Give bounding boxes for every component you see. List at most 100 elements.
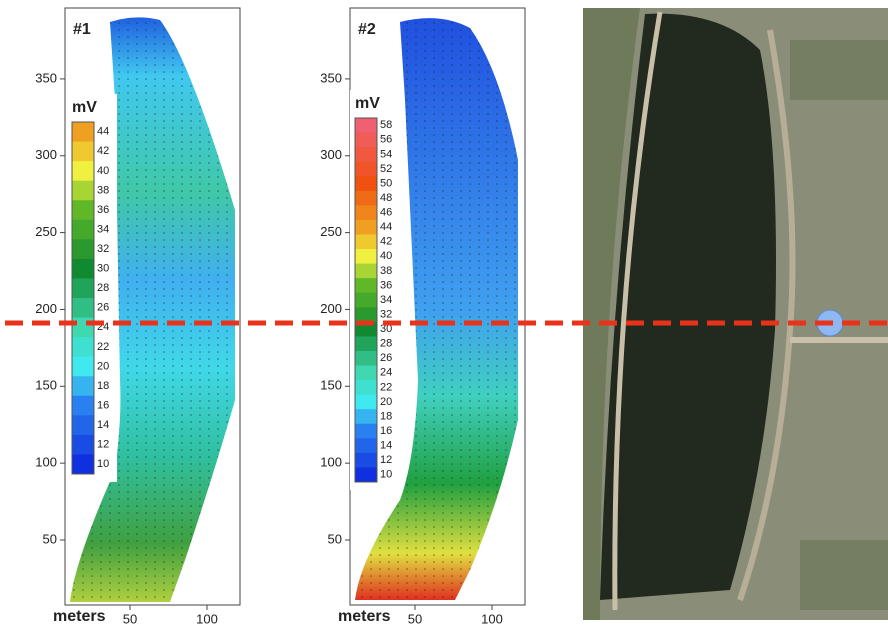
colorbar-tick-label: 32 [97,243,109,255]
colorbar-cell [355,409,377,425]
colorbar-cell [355,292,377,308]
y-tick-label: 200 [35,301,57,316]
colorbar-tick-label: 20 [97,360,109,372]
colorbar-tick-label: 12 [380,454,392,466]
colorbar-tick-label: 28 [380,338,392,350]
colorbar-tick-label: 40 [97,165,109,177]
y-tick-label: 150 [35,378,57,393]
colorbar-tick-label: 22 [380,381,392,393]
colorbar-tick-label: 20 [380,396,392,408]
colorbar-cell [72,180,94,201]
colorbar-title: mV [72,99,97,116]
y-tick-label: 350 [320,70,342,85]
colorbar-tick-label: 38 [380,265,392,277]
colorbar-tick-label: 24 [380,367,392,379]
colorbar-tick-label: 14 [97,419,109,431]
y-tick-label: 50 [328,531,342,546]
colorbar-cell [72,298,94,319]
colorbar-cell [72,141,94,162]
y-tick-label: 250 [320,224,342,239]
colorbar-cell [72,278,94,299]
y-tick-label: 50 [43,531,57,546]
colorbar-cell [355,205,377,221]
x-tick-label: 50 [408,611,422,626]
panel-label: #1 [73,21,91,38]
colorbar-cell [72,239,94,260]
colorbar-tick-label: 54 [380,148,392,160]
colorbar-tick-label: 42 [380,236,392,248]
y-tick-label: 300 [35,147,57,162]
colorbar-tick-label: 26 [97,302,109,314]
colorbar-tick-label: 16 [380,425,392,437]
colorbar-cell [355,452,377,468]
colorbar-cell [355,132,377,148]
colorbar-cell [355,249,377,265]
colorbar-cell [355,147,377,163]
colorbar-cell [72,415,94,436]
colorbar-tick-label: 36 [380,279,392,291]
colorbar-tick-label: 28 [97,282,109,294]
colorbar-cell [72,395,94,416]
colorbar-tick-label: 32 [380,308,392,320]
colorbar-cell [355,438,377,454]
y-tick-label: 300 [320,147,342,162]
colorbar-cell [72,122,94,143]
survey-points [70,17,235,602]
colorbar-tick-label: 18 [97,380,109,392]
colorbar-tick-label: 38 [97,184,109,196]
colorbar-tick-label: 52 [380,163,392,175]
colorbar-tick-label: 40 [380,250,392,262]
colorbar-tick-label: 30 [97,263,109,275]
colorbar-tick-label: 56 [380,134,392,146]
colorbar-tick-label: 22 [97,341,109,353]
colorbar-cell [355,423,377,439]
colorbar-cell [355,176,377,192]
colorbar-tick-label: 48 [380,192,392,204]
survey-points [355,18,518,600]
y-tick-label: 100 [320,455,342,470]
colorbar-cell [355,307,377,323]
colorbar-tick-label: 10 [97,458,109,470]
colorbar-cell [355,380,377,396]
colorbar-cell [355,350,377,367]
x-tick-label: 100 [196,611,218,626]
colorbar-cell [355,321,377,337]
colorbar-cell [355,263,377,279]
x-axis-label: meters [53,608,106,625]
colorbar-cell [355,190,377,206]
colorbar-tick-label: 44 [380,221,392,233]
colorbar-cell [355,394,377,410]
colorbar-cell [72,161,94,182]
colorbar-frame [71,121,95,475]
colorbar-cell [72,258,94,279]
colorbar-cell [355,336,377,352]
colorbar-cell [72,434,94,455]
colorbar-cell [72,219,94,240]
colorbar-cell [72,337,94,358]
colorbar-cell [355,278,377,294]
colorbar-tick-label: 16 [97,399,109,411]
colorbar-cell [355,118,377,134]
colorbar-cell [355,365,377,381]
colorbar-tick-label: 46 [380,207,392,219]
x-tick-label: 100 [481,611,503,626]
colorbar-frame [354,117,378,483]
colorbar-cell [355,161,377,177]
colorbar-cell [72,200,94,221]
colorbar-tick-label: 26 [380,352,392,364]
colorbar-tick-label: 58 [380,119,392,131]
colorbar-tick-label: 14 [380,440,392,452]
colorbar-tick-label: 34 [97,223,109,235]
colorbar-cell [355,234,377,250]
colorbar-tick-label: 18 [380,410,392,422]
panel-label: #2 [358,21,376,38]
colorbar-cell [355,467,377,483]
x-axis-label: meters [338,608,391,625]
colorbar-tick-label: 36 [97,204,109,216]
colorbar-tick-label: 42 [97,145,109,157]
colorbar-tick-label: 44 [97,126,109,138]
colorbar-tick-label: 30 [380,323,392,335]
